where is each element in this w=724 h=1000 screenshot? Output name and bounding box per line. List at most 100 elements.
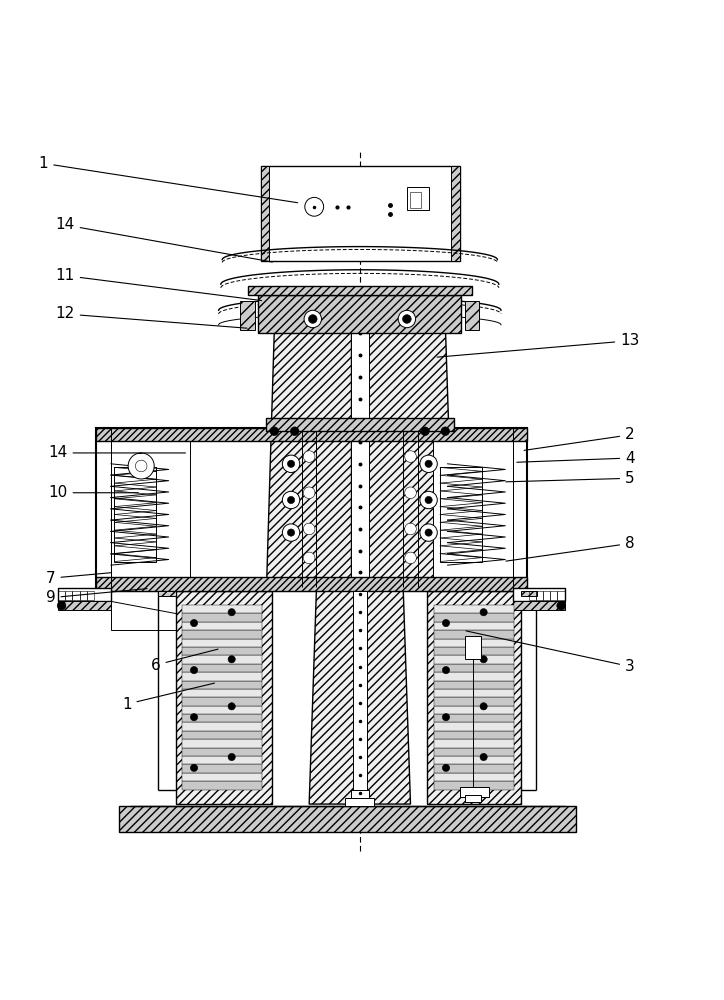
Circle shape [270, 427, 279, 436]
Text: 13: 13 [437, 333, 639, 357]
Bar [182, 697, 262, 706]
Bar [182, 731, 262, 739]
Bar [434, 697, 514, 706]
Bar [96, 428, 527, 441]
Bar [465, 795, 481, 802]
Polygon shape [427, 590, 521, 804]
Circle shape [425, 496, 432, 504]
Bar [434, 689, 514, 697]
Circle shape [190, 619, 198, 627]
Bar [434, 706, 514, 714]
Bar [182, 764, 262, 773]
Bar [434, 714, 514, 722]
Bar [513, 588, 565, 601]
Circle shape [303, 487, 315, 499]
Text: 6: 6 [151, 649, 218, 673]
Circle shape [303, 552, 315, 564]
Circle shape [403, 315, 411, 323]
Bar [407, 187, 429, 210]
Bar [434, 764, 514, 773]
Bar [434, 655, 514, 664]
Bar [434, 647, 514, 655]
Bar [434, 739, 514, 748]
Circle shape [420, 491, 437, 509]
Polygon shape [309, 590, 411, 804]
Circle shape [420, 455, 437, 472]
Bar [182, 672, 262, 681]
Circle shape [303, 523, 315, 535]
Polygon shape [111, 601, 266, 630]
Circle shape [304, 310, 321, 328]
Bar [65, 591, 72, 600]
Circle shape [441, 427, 450, 436]
Bar [434, 622, 514, 630]
Bar [434, 664, 514, 672]
Polygon shape [266, 323, 351, 587]
Circle shape [421, 427, 429, 436]
Bar [182, 647, 262, 655]
Bar [536, 591, 543, 600]
Text: 8: 8 [506, 536, 635, 561]
Bar [557, 591, 565, 600]
Circle shape [190, 714, 198, 721]
Bar [434, 773, 514, 781]
Circle shape [228, 656, 235, 663]
Bar [266, 418, 454, 431]
Bar [119, 806, 576, 832]
Bar [258, 295, 461, 333]
Text: 14: 14 [49, 445, 185, 460]
Bar [410, 192, 421, 208]
Circle shape [425, 529, 432, 536]
Circle shape [308, 315, 317, 323]
Bar [434, 781, 514, 790]
Bar [182, 781, 262, 790]
Circle shape [405, 523, 416, 535]
Circle shape [303, 451, 315, 462]
Circle shape [190, 764, 198, 772]
Bar [465, 636, 481, 659]
Circle shape [442, 619, 450, 627]
Bar [434, 748, 514, 756]
Bar [182, 756, 262, 764]
Bar [240, 301, 255, 330]
Bar [182, 622, 262, 630]
Bar [465, 301, 479, 330]
Bar [434, 731, 514, 739]
Bar [182, 739, 262, 748]
Bar [434, 672, 514, 681]
Bar [353, 590, 367, 804]
Bar [550, 591, 557, 600]
Polygon shape [176, 590, 272, 804]
Bar [433, 441, 513, 577]
Bar [182, 630, 262, 639]
Bar [182, 681, 262, 689]
Text: 2: 2 [524, 427, 635, 450]
Bar [87, 591, 94, 600]
Circle shape [228, 753, 235, 761]
Circle shape [480, 656, 487, 663]
Circle shape [425, 460, 432, 467]
Bar [96, 577, 527, 590]
Bar [451, 166, 460, 261]
Bar [182, 605, 262, 613]
Bar [434, 639, 514, 647]
Text: 1: 1 [38, 156, 298, 203]
Text: 1: 1 [122, 683, 214, 712]
Text: 11: 11 [56, 268, 261, 301]
Circle shape [228, 703, 235, 710]
Text: 14: 14 [56, 217, 272, 262]
Circle shape [405, 451, 416, 462]
Circle shape [480, 753, 487, 761]
Bar [96, 428, 527, 590]
Text: 4: 4 [517, 451, 635, 466]
Polygon shape [369, 323, 454, 587]
Bar [513, 601, 565, 610]
Circle shape [128, 453, 154, 479]
Circle shape [282, 455, 300, 472]
Bar [111, 441, 190, 577]
Bar [351, 323, 369, 587]
Bar [58, 591, 65, 600]
Bar [182, 748, 262, 756]
Bar [434, 630, 514, 639]
Bar [182, 613, 262, 622]
